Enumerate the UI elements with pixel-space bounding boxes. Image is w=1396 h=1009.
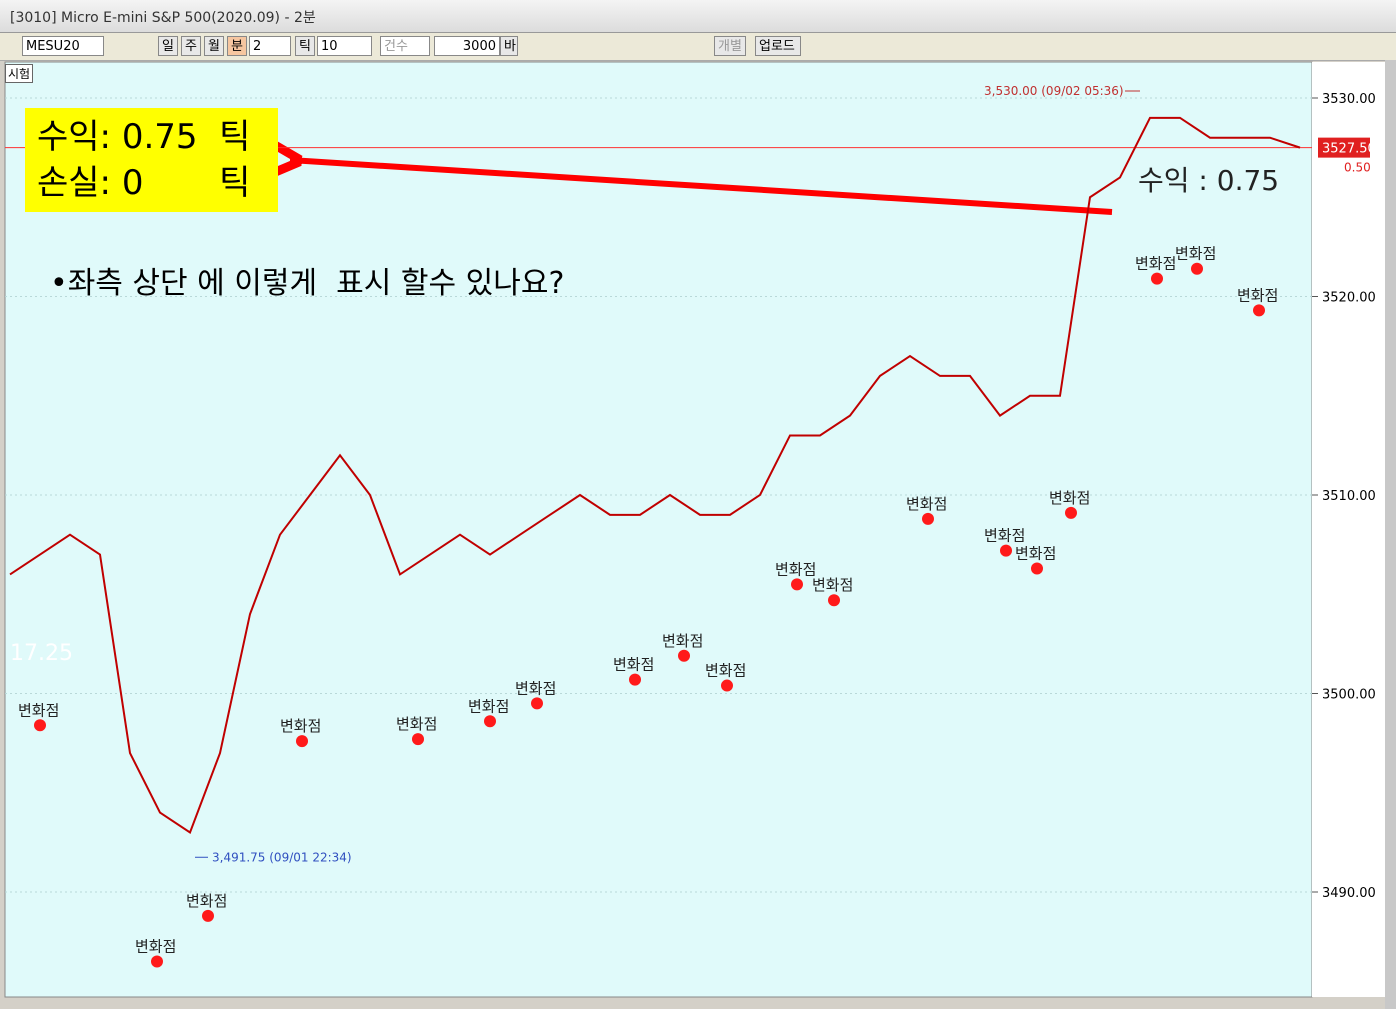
y-tick-label: 3530.00 (1322, 92, 1376, 107)
chart-profit: 수익 : 0.75 (1138, 164, 1279, 197)
low-label: 3,491.75 (09/01 22:34) (212, 850, 352, 864)
side-value: 17.25 (10, 641, 73, 666)
change-point-label: 변화점 (1175, 245, 1216, 263)
change-point-label: 변화점 (1135, 255, 1176, 273)
price-axis (1312, 62, 1385, 997)
current-price-box (1318, 137, 1370, 158)
toolbar: MESU20 일 주 월 분 2 틱 10 건수 3000 바 개별 업로드 (0, 33, 1396, 61)
plot-area (4, 61, 1313, 998)
change-point (678, 649, 690, 662)
bars-input[interactable]: 3000 (434, 36, 500, 56)
period-button[interactable]: 일 (158, 36, 178, 56)
interval-select[interactable]: 2 (249, 36, 291, 56)
change-point (484, 715, 496, 728)
change-point-label: 변화점 (280, 717, 321, 735)
change-point (828, 594, 840, 607)
change-point-label: 변화점 (515, 679, 556, 697)
price-line (9, 116, 1301, 834)
symbol-select[interactable]: MESU20 (22, 36, 104, 56)
change-point (34, 719, 46, 732)
change-point-label: 변화점 (18, 701, 59, 719)
change-point-label: 변화점 (984, 527, 1025, 545)
period-button[interactable]: 분 (227, 36, 247, 56)
count-select[interactable]: 건수 (380, 36, 430, 56)
change-point-label: 변화점 (705, 662, 746, 680)
change-point-label: 변화점 (186, 892, 227, 910)
change-point-label: 변화점 (812, 576, 853, 594)
period-button[interactable]: 주 (181, 36, 201, 56)
change-point (1000, 544, 1012, 557)
tick-button[interactable]: 틱 (295, 36, 315, 56)
title-bar: [3010] Micro E-mini S&P 500(2020.09) - 2… (0, 0, 1396, 33)
change-point (791, 578, 803, 591)
change-point (202, 909, 214, 922)
loss-text: 손실: 0 틱 (37, 163, 251, 203)
tick-select[interactable]: 10 (317, 36, 372, 56)
period-button[interactable]: 월 (204, 36, 224, 56)
change-label: 0.50 (1344, 161, 1371, 175)
change-point-label: 변화점 (906, 495, 947, 513)
y-tick-label: 3490.00 (1322, 886, 1376, 901)
change-point (629, 673, 641, 686)
change-point (922, 512, 934, 525)
change-point-label: 변화점 (468, 697, 509, 715)
change-point-label: 변화점 (775, 560, 816, 578)
change-point (1151, 272, 1163, 285)
individual-button[interactable]: 개별 (714, 36, 746, 56)
current-price-label: 3527.50 (1322, 142, 1376, 157)
profit-text: 수익: 0.75 틱 (37, 117, 251, 157)
change-point (531, 697, 543, 710)
y-tick-label: 3500.00 (1322, 688, 1376, 703)
change-point (1065, 506, 1077, 519)
change-point-label: 변화점 (613, 656, 654, 674)
change-point (721, 679, 733, 692)
tab-label: 시험 (5, 64, 34, 83)
change-point (412, 733, 424, 746)
high-label: 3,530.00 (09/02 05:36) (984, 84, 1124, 98)
change-point (151, 955, 163, 968)
change-point-label: 변화점 (135, 937, 176, 955)
upload-button[interactable]: 업로드 (755, 36, 801, 56)
change-point (1253, 304, 1265, 317)
change-point-label: 변화점 (662, 632, 703, 650)
change-point (1191, 262, 1203, 275)
change-point-label: 변화점 (1237, 286, 1278, 304)
bars-unit: 바 (500, 36, 518, 56)
y-tick-label: 3510.00 (1322, 489, 1376, 504)
question: •좌측 상단 에 이렇게 표시 할수 있나요? (50, 266, 565, 301)
change-point-label: 변화점 (1049, 489, 1090, 507)
arrow (290, 160, 1113, 215)
change-point (1031, 562, 1043, 575)
y-tick-label: 3520.00 (1322, 291, 1376, 306)
chart: 3530.00 3520.00 3510.00 3500.00 3490.00 3527.… (4, 61, 1385, 998)
change-point (296, 735, 308, 748)
side-toolbar (1385, 60, 1396, 1009)
window-title: [3010] Micro E-mini S&P 500(2020.09) - 2… (10, 10, 316, 26)
change-point-label: 변화점 (396, 715, 437, 733)
change-point-label: 변화점 (1015, 544, 1056, 562)
